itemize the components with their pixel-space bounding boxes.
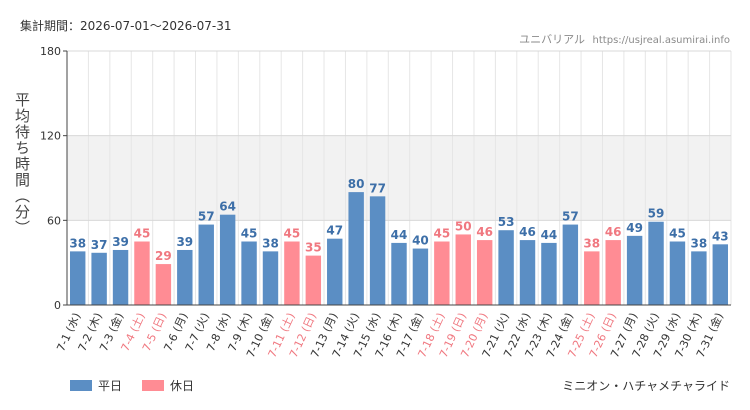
bar-value-label: 38 <box>583 236 600 250</box>
bar-value-label: 50 <box>455 219 472 233</box>
bar-value-label: 77 <box>369 181 386 195</box>
source-url[interactable]: https://usjreal.asumirai.info <box>592 35 730 46</box>
bar-value-label: 43 <box>712 229 729 243</box>
bar[interactable] <box>198 224 214 305</box>
bar[interactable] <box>284 241 300 306</box>
bar-value-label: 46 <box>605 225 622 239</box>
bar[interactable] <box>155 264 172 305</box>
bar-value-label: 38 <box>69 236 86 250</box>
legend: 平日 休日 <box>70 377 214 394</box>
bar[interactable] <box>648 221 664 305</box>
bar-value-label: 53 <box>498 215 515 229</box>
bar-value-label: 45 <box>134 227 151 241</box>
bar[interactable] <box>669 241 686 306</box>
bar[interactable] <box>327 238 343 305</box>
bar[interactable] <box>476 240 493 305</box>
bar-value-label: 64 <box>219 200 236 214</box>
bar-value-label: 47 <box>326 224 343 238</box>
x-tick-labels: 7-1 (水)7-2 (木)7-3 (金)7-4 (土)7-5 (日)7-6 (… <box>54 310 726 359</box>
bar-value-label: 46 <box>519 225 536 239</box>
bar-value-label: 45 <box>669 227 686 241</box>
y-axis-title: 平均待ち時間（分） <box>13 92 31 236</box>
bar[interactable] <box>91 252 107 305</box>
period-label: 集計期間：2026-07-01〜2026-07-31 <box>20 19 232 33</box>
bar[interactable] <box>69 251 86 305</box>
y-tick-label: 60 <box>47 214 61 227</box>
bar-value-label: 44 <box>391 228 408 242</box>
shaded-band <box>67 135 731 221</box>
bar[interactable] <box>605 240 621 305</box>
bar-value-label: 38 <box>262 236 279 250</box>
bar[interactable] <box>219 214 236 305</box>
bar-value-label: 44 <box>541 228 558 242</box>
bar[interactable] <box>498 230 514 305</box>
chart-axes <box>66 51 731 306</box>
bar[interactable] <box>455 234 471 305</box>
bar[interactable] <box>369 196 386 305</box>
bar[interactable] <box>134 241 150 306</box>
bar[interactable] <box>262 251 279 305</box>
bar-value-label: 45 <box>284 227 301 241</box>
bar[interactable] <box>626 235 643 305</box>
bar-value-label: 57 <box>562 210 579 224</box>
bar[interactable] <box>112 249 129 305</box>
bar[interactable] <box>241 241 257 306</box>
source-credit: ユニバリアル https://usjreal.asumirai.info <box>519 31 730 47</box>
bar-value-label: 59 <box>648 207 665 221</box>
bar[interactable] <box>691 251 707 305</box>
legend-item-holiday[interactable]: 休日 <box>142 377 194 394</box>
bar[interactable] <box>177 249 193 305</box>
bar-value-label: 39 <box>176 235 193 249</box>
bar-value-label: 29 <box>155 249 172 263</box>
holiday-swatch <box>142 380 165 391</box>
chart-bars <box>69 192 729 306</box>
bar-value-label: 46 <box>476 225 493 239</box>
bar[interactable] <box>562 224 579 305</box>
bar-value-label: 45 <box>241 227 258 241</box>
legend-weekday-label: 平日 <box>98 379 123 393</box>
bar[interactable] <box>541 242 557 305</box>
bar[interactable] <box>712 244 729 305</box>
bar-value-label: 39 <box>112 235 129 249</box>
legend-item-weekday[interactable]: 平日 <box>70 377 122 394</box>
bar[interactable] <box>584 251 600 305</box>
bar-value-label: 49 <box>626 221 643 235</box>
weekday-swatch <box>70 380 92 391</box>
bar[interactable] <box>391 242 407 305</box>
bar-value-label: 80 <box>348 177 365 191</box>
bar-value-label: 45 <box>433 227 450 241</box>
bar[interactable] <box>434 241 450 306</box>
bar[interactable] <box>412 248 429 305</box>
bar-value-label: 40 <box>412 234 429 248</box>
legend-holiday-label: 休日 <box>170 379 195 393</box>
bar[interactable] <box>305 255 322 305</box>
y-tick-label: 180 <box>40 45 61 58</box>
bar[interactable] <box>348 192 364 305</box>
y-tick-labels: 0 60 120 180 <box>40 45 67 312</box>
chart-value-labels: 38 37 39 45 29 39 57 64 45 38 45 35 47 80 77 44 40 45 50 46… <box>69 177 728 263</box>
y-tick-label: 0 <box>54 299 61 312</box>
y-tick-label: 120 <box>40 130 61 143</box>
bar-value-label: 38 <box>691 236 708 250</box>
bar-value-label: 57 <box>198 210 215 224</box>
attraction-name: ミニオン・ハチャメチャライド <box>562 379 730 393</box>
bar[interactable] <box>519 240 536 305</box>
source-name: ユニバリアル <box>519 33 586 46</box>
chart-bands <box>67 135 731 221</box>
bar-value-label: 35 <box>305 241 322 255</box>
bar-value-label: 37 <box>91 238 108 252</box>
